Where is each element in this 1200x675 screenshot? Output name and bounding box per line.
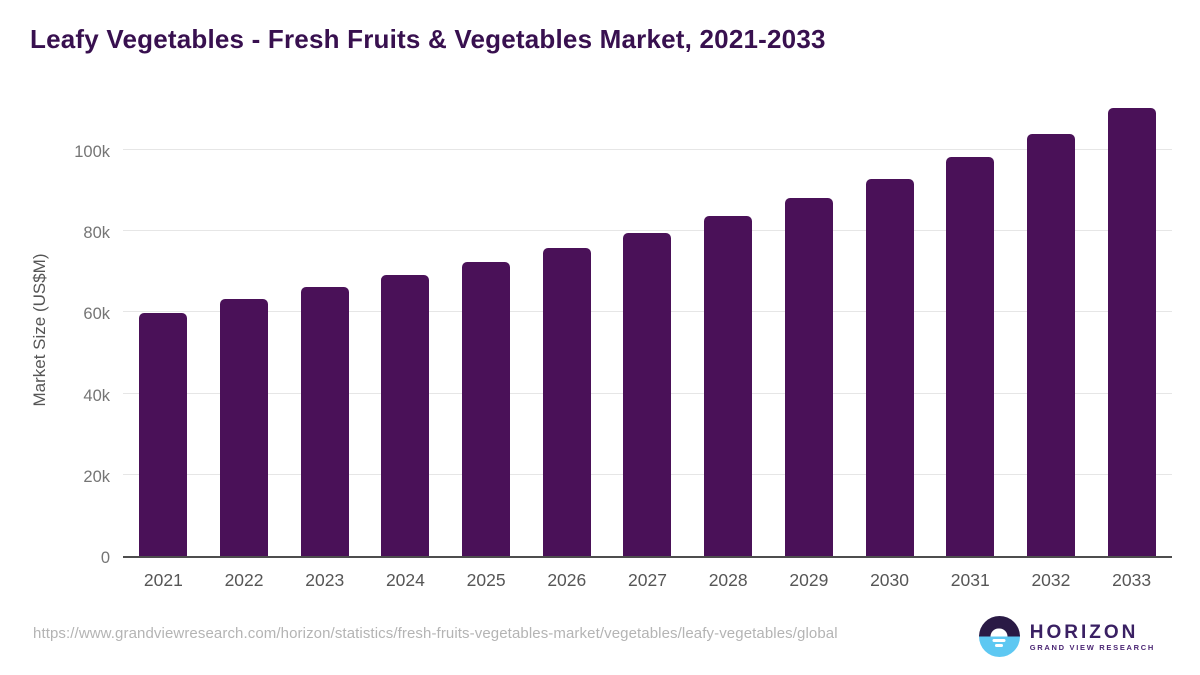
x-tick-label-2029: 2029: [789, 570, 829, 590]
y-axis-title: Market Size (US$M): [30, 253, 49, 407]
source-url-text: https://www.grandviewresearch.com/horizo…: [33, 625, 838, 642]
logo-text: HORIZON GRAND VIEW RESEARCH: [1030, 622, 1155, 652]
y-tick-label-60k: 60k: [83, 305, 110, 324]
x-tick-label-2031: 2031: [950, 570, 990, 590]
y-tick-label-0: 0: [100, 549, 110, 567]
chart-title: Leafy Vegetables - Fresh Fruits & Vegeta…: [30, 24, 826, 54]
sun-icon: [990, 628, 1008, 637]
x-tick-label-2022: 2022: [224, 570, 264, 590]
x-tick-label-2033: 2033: [1112, 570, 1152, 590]
x-tick-label-2021: 2021: [143, 570, 183, 590]
horizon-logo-icon: [978, 616, 1020, 657]
x-tick-label-2024: 2024: [385, 570, 425, 590]
bar-2033: [1107, 108, 1156, 556]
bar-2027: [623, 233, 672, 556]
bar-2030: [865, 179, 914, 556]
x-tick-label-2028: 2028: [708, 570, 748, 590]
logo-name: HORIZON: [1029, 621, 1139, 643]
x-axis-tick-labels: 2021 2022 2023 2024 2025 2026 2027 2028 2029 2030…: [123, 570, 1172, 591]
x-tick-label-2023: 2023: [305, 570, 345, 590]
x-tick-label-2030: 2030: [870, 570, 909, 590]
y-tick-label-80k: 80k: [83, 224, 110, 243]
bar-2029: [784, 198, 833, 556]
bar-series: [123, 103, 1172, 556]
bar-2022: [220, 299, 269, 556]
sun-reflection-icon: [992, 639, 1006, 642]
bar-2031: [946, 157, 995, 556]
bar-2032: [1026, 134, 1075, 556]
x-tick-label-2032: 2032: [1031, 570, 1071, 590]
bar-2023: [300, 287, 349, 556]
y-tick-label-40k: 40k: [83, 386, 110, 405]
horizon-logo: HORIZON GRAND VIEW RESEARCH: [978, 616, 1155, 657]
x-tick-label-2027: 2027: [628, 570, 667, 590]
gridline-80k: [123, 230, 1172, 232]
bar-2024: [381, 275, 430, 556]
y-tick-label-100k: 100k: [74, 143, 110, 161]
sun-reflection-icon: [995, 644, 1004, 647]
bar-2026: [542, 248, 591, 556]
y-tick-label-20k: 20k: [83, 467, 110, 486]
bar-2028: [704, 216, 753, 556]
x-tick-label-2025: 2025: [466, 570, 506, 590]
logo-tagline: GRAND VIEW RESEARCH: [1029, 642, 1155, 652]
bar-2025: [462, 262, 511, 556]
x-tick-label-2026: 2026: [547, 570, 587, 590]
plot-area: [123, 103, 1172, 558]
gridline-100k: [123, 149, 1172, 150]
bar-2021: [139, 313, 188, 556]
